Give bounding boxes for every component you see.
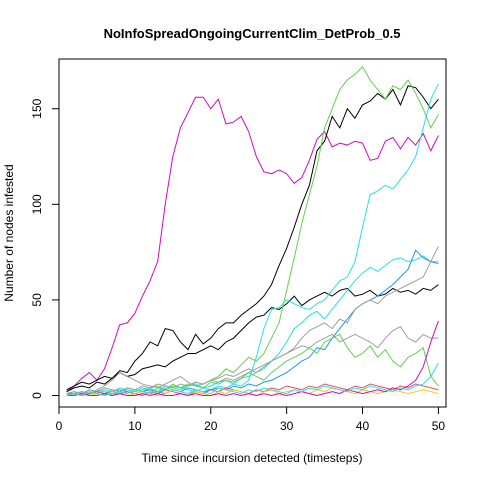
y-axis: 0 50 100 150 — [30, 98, 59, 399]
series-line-4 — [66, 65, 439, 395]
y-tick-label: 50 — [30, 293, 44, 307]
x-tick-label: 0 — [56, 419, 63, 433]
x-tick-label: 20 — [204, 419, 218, 433]
series-line-11 — [66, 383, 439, 397]
series-layer — [66, 65, 439, 397]
x-tick-label: 10 — [128, 419, 142, 433]
series-line-2 — [66, 85, 439, 391]
y-tick-label: 150 — [30, 98, 44, 118]
series-line-10 — [66, 326, 439, 397]
series-line-14 — [66, 362, 439, 397]
plot-frame — [58, 58, 447, 408]
series-line-5 — [66, 83, 439, 395]
series-line-7 — [66, 249, 439, 395]
x-tick-label: 30 — [280, 419, 294, 433]
y-tick-label: 100 — [30, 194, 44, 214]
x-axis-label: Time since incursion detected (timesteps… — [142, 451, 363, 465]
y-tick-label: 0 — [30, 392, 44, 399]
y-axis-label: Number of nodes infested — [2, 164, 16, 301]
chart-title: NoInfoSpreadOngoingCurrentClim_DetProb_0… — [104, 26, 401, 41]
x-tick-label: 50 — [432, 419, 446, 433]
series-line-13 — [66, 320, 439, 397]
series-line-6 — [66, 255, 439, 395]
series-line-1 — [66, 96, 439, 393]
x-axis: 0 10 20 30 40 50 — [56, 407, 446, 433]
series-line-9 — [66, 333, 439, 397]
x-tick-label: 40 — [356, 419, 370, 433]
series-line-3 — [66, 284, 439, 393]
